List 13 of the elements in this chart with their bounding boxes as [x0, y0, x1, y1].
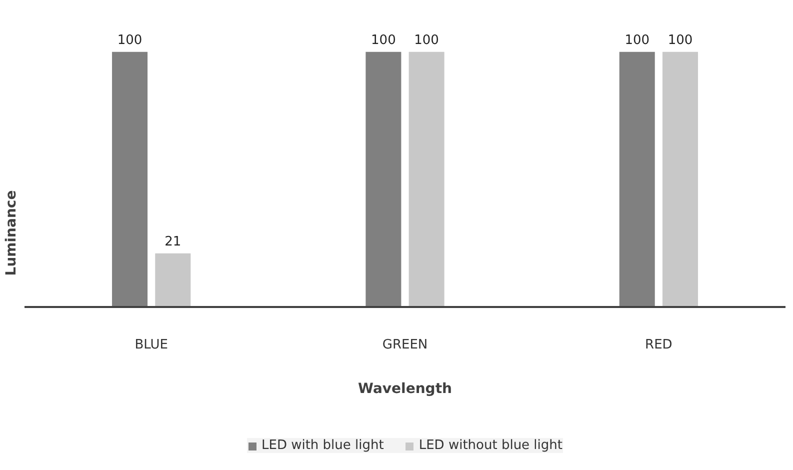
data-label: 100	[668, 32, 693, 48]
data-label: 100	[371, 32, 396, 48]
data-label: 100	[414, 32, 439, 48]
x-tick-label: RED	[645, 337, 672, 352]
legend-label: LED with blue light	[261, 438, 384, 453]
x-tick-label: GREEN	[382, 337, 428, 352]
y-axis-title: Luminance	[4, 190, 20, 276]
data-label: 100	[624, 32, 650, 48]
x-axis-title: Wavelength	[358, 380, 452, 397]
data-label: 21	[164, 234, 182, 250]
x-tick-label: BLUE	[134, 337, 168, 352]
legend-label: LED without blue light	[418, 438, 563, 453]
data-label: 100	[117, 32, 142, 48]
